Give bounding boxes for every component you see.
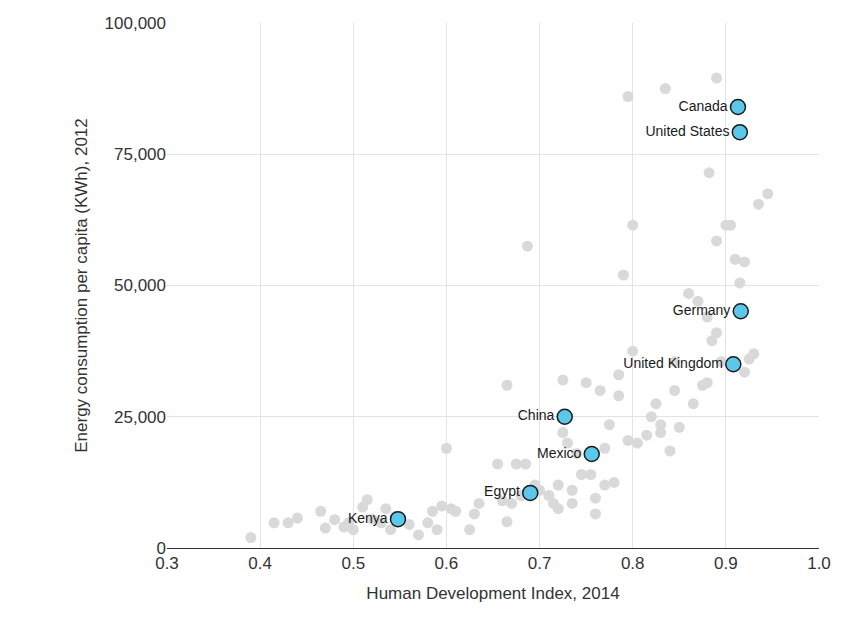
svg-text:Egypt: Egypt	[484, 483, 520, 499]
svg-text:United Kingdom: United Kingdom	[623, 355, 723, 371]
svg-text:Human Development Index, 2014: Human Development Index, 2014	[366, 584, 619, 603]
svg-text:0.9: 0.9	[714, 554, 738, 573]
svg-text:China: China	[518, 407, 555, 423]
svg-text:25,000: 25,000	[114, 408, 166, 427]
svg-text:Kenya: Kenya	[348, 510, 388, 526]
svg-text:United States: United States	[645, 123, 729, 139]
svg-text:0.7: 0.7	[528, 554, 552, 573]
svg-text:0.3: 0.3	[155, 554, 179, 573]
svg-text:Germany: Germany	[673, 302, 731, 318]
svg-text:Energy consumption per capita: Energy consumption per capita (KWh), 201…	[72, 118, 91, 453]
svg-text:0: 0	[157, 539, 166, 558]
svg-text:0.6: 0.6	[435, 554, 459, 573]
svg-text:Canada: Canada	[679, 98, 728, 114]
svg-text:0.8: 0.8	[621, 554, 645, 573]
svg-text:0.5: 0.5	[341, 554, 365, 573]
svg-text:1.0: 1.0	[807, 554, 831, 573]
svg-text:100,000: 100,000	[105, 14, 166, 33]
svg-text:Mexico: Mexico	[537, 445, 582, 461]
svg-text:50,000: 50,000	[114, 276, 166, 295]
svg-text:0.4: 0.4	[248, 554, 272, 573]
svg-text:75,000: 75,000	[114, 145, 166, 164]
